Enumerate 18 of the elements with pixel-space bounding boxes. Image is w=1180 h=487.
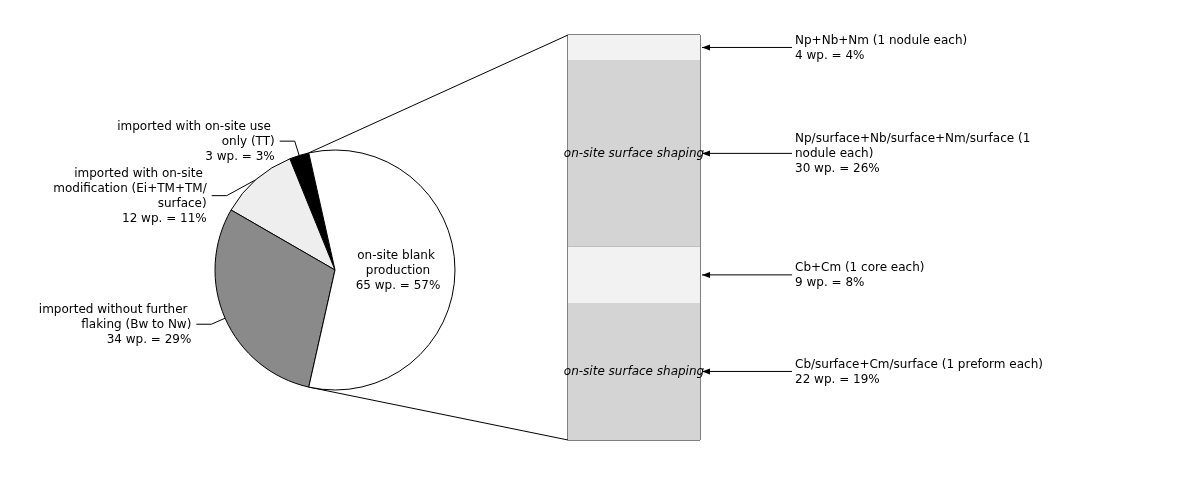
data-label: 65 wp. = 57% (355, 278, 441, 292)
annotation: on-site surface shaping (563, 364, 705, 379)
data-label: 9 wp. = 8% (795, 275, 865, 290)
data-label: 30 wp. = 26% (795, 161, 880, 176)
data-label: 12 wp. = 11% (122, 211, 207, 226)
text: Np/surface+Nb/surface+Nm/surface (1 nodule each) (795, 131, 1035, 161)
text: Np+Nb+Nm (1 nodule each) (795, 32, 968, 47)
slice-label: imported with on-site modification (Ei+TM+TM/surface) (53, 166, 208, 211)
data-label: 3 wp. = 3% (205, 149, 275, 164)
text: Cb/surface+Cm/surface (1 preform each) (795, 356, 1043, 371)
data-label: 4 wp. = 4% (795, 47, 865, 62)
text: Cb+Cm (1 core each) (795, 260, 925, 275)
data-label: 22 wp. = 19% (795, 371, 880, 386)
slice-label: imported without further flaking (Bw to Nw) (38, 302, 192, 332)
annotation: on-site surface shaping (563, 146, 705, 161)
slice-label: on-site blank production (357, 248, 439, 277)
data-label: 34 wp. = 29% (106, 332, 192, 347)
slice-label: imported with on-site use only (TT) (117, 119, 275, 149)
